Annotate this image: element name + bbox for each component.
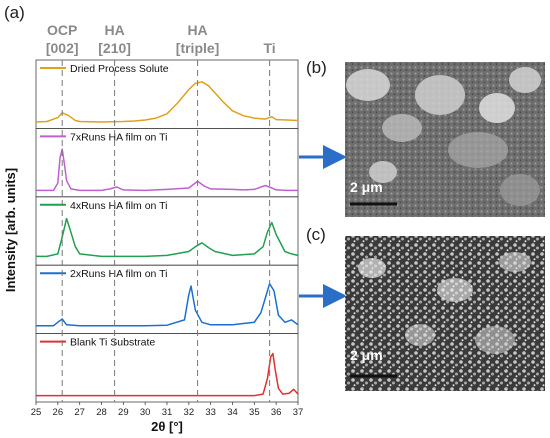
reference-label-top: Ti	[264, 40, 276, 56]
x-tick-label: 32	[184, 407, 195, 418]
reference-label-bottom: [triple]	[176, 40, 220, 56]
grain	[358, 258, 386, 278]
x-tick-label: 37	[293, 407, 304, 418]
plot-panel: Dried Process Solute	[35, 59, 299, 129]
series-line	[36, 148, 298, 192]
legend-label: 7xRuns HA film on Ti	[70, 131, 167, 143]
xrd-panels: Dried Process Solute 7xRuns HA film on Ti…	[35, 59, 299, 403]
grain	[415, 75, 465, 115]
legend-label: 4xRuns HA film on Ti	[70, 200, 167, 212]
legend-label: 2xRuns HA film on Ti	[70, 268, 167, 280]
reference-label-top: OCP	[47, 22, 77, 38]
x-tick-label: 34	[227, 407, 238, 418]
plot-panel: 4xRuns HA film on Ti	[35, 196, 299, 266]
reference-label-bottom: [210]	[98, 40, 131, 56]
x-ticks: 25 26 27 28 29 30 31 32 33 34 35 36 37	[31, 402, 304, 418]
x-tick-label: 31	[162, 407, 173, 418]
reference-labels: OCP [002] HA [210] HA [triple] Ti	[46, 22, 276, 56]
legend-label: Blank Ti Substrate	[70, 337, 155, 349]
y-axis-title: Intensity [arb. units]	[3, 168, 18, 292]
grain	[369, 161, 397, 183]
x-axis-title: 2θ [°]	[151, 419, 183, 434]
series-line	[36, 282, 299, 327]
x-tick-label: 27	[74, 407, 85, 418]
grain	[479, 93, 515, 123]
x-tick-label: 29	[118, 407, 129, 418]
panel-label-c: (c)	[306, 225, 326, 244]
x-tick-label: 33	[205, 407, 216, 418]
grain	[500, 174, 540, 206]
micrograph-c: 2 μm	[345, 236, 545, 391]
scale-label-c: 2 μm	[350, 347, 383, 363]
grain	[405, 324, 435, 346]
x-tick-label: 28	[96, 407, 107, 418]
reference-label-bottom: [002]	[46, 40, 79, 56]
series-line	[36, 217, 299, 258]
panel-label-b: (b)	[306, 58, 327, 77]
grain	[437, 278, 473, 302]
grain	[475, 326, 515, 354]
x-tick-label: 35	[249, 407, 260, 418]
plot-panel: 2xRuns HA film on Ti	[35, 264, 299, 335]
legend-label: Dried Process Solute	[70, 63, 169, 75]
reference-label-top: HA	[187, 22, 207, 38]
panel-label-a: (a)	[4, 3, 25, 22]
x-tick-label: 30	[140, 407, 151, 418]
series-line	[36, 352, 299, 397]
grain	[448, 132, 508, 168]
series-line	[35, 81, 299, 123]
reference-lines	[61, 60, 271, 402]
reference-label-top: HA	[104, 22, 124, 38]
grain	[499, 252, 531, 272]
scale-label-b: 2 μm	[350, 179, 383, 195]
x-tick-label: 25	[31, 407, 42, 418]
x-tick-label: 26	[53, 407, 64, 418]
plot-panel: Blank Ti Substrate	[35, 333, 299, 403]
micrograph-b: 2 μm	[345, 62, 545, 217]
grain	[509, 67, 541, 93]
grain	[382, 114, 422, 142]
plot-panel: 7xRuns HA film on Ti	[35, 127, 299, 198]
x-tick-label: 36	[271, 407, 282, 418]
grain	[346, 69, 390, 101]
